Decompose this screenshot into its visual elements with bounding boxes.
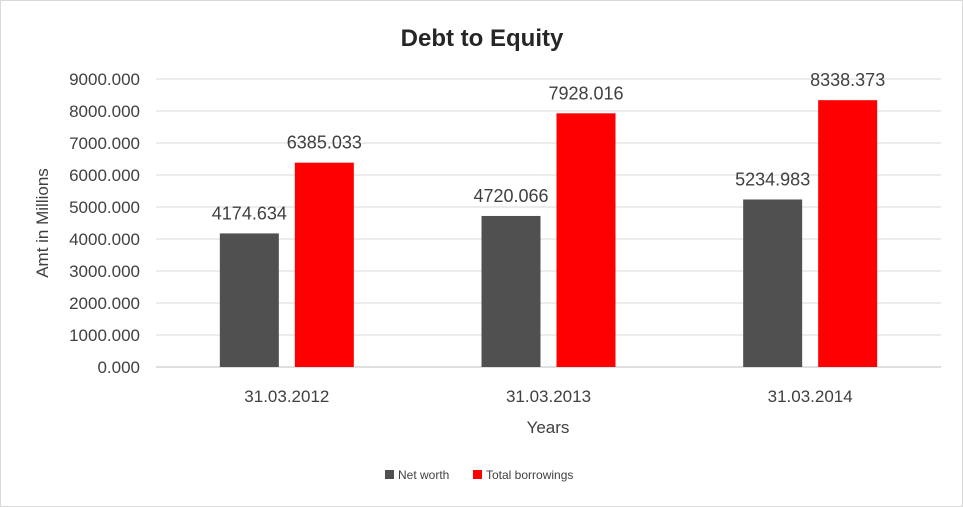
legend-swatch bbox=[473, 470, 482, 479]
y-axis-title: Amt in Millions bbox=[33, 168, 52, 278]
x-axis-title: Years bbox=[527, 418, 570, 437]
data-label: 8338.373 bbox=[810, 70, 885, 90]
bar-total-borrowings bbox=[294, 162, 354, 367]
x-category-label: 31.03.2014 bbox=[768, 387, 853, 406]
data-label: 4720.066 bbox=[473, 186, 548, 206]
data-labels: 4174.634 6385.033 4720.066 7928.016 5234.983… bbox=[212, 70, 885, 223]
legend-label: Net worth bbox=[398, 468, 449, 482]
x-category-label: 31.03.2012 bbox=[244, 387, 329, 406]
y-tick-label: 8000.000 bbox=[69, 102, 140, 121]
bar-net-worth bbox=[219, 233, 279, 367]
x-category-label: 31.03.2013 bbox=[506, 387, 591, 406]
y-tick-label: 9000.000 bbox=[69, 70, 140, 89]
chart-title: Debt to Equity bbox=[401, 25, 564, 52]
y-tick-label: 4000.000 bbox=[69, 230, 140, 249]
data-label: 6385.033 bbox=[287, 133, 362, 153]
bar-total-borrowings bbox=[818, 100, 878, 368]
y-tick-label: 7000.000 bbox=[69, 134, 140, 153]
y-tick-label: 3000.000 bbox=[69, 262, 140, 281]
gridlines bbox=[156, 78, 941, 368]
y-tick-label: 2000.000 bbox=[69, 294, 140, 313]
bar-total-borrowings bbox=[556, 113, 616, 367]
legend: Net worth Total borrowings bbox=[385, 468, 573, 482]
y-tick-label: 1000.000 bbox=[69, 326, 140, 345]
bar-net-worth bbox=[743, 199, 803, 367]
data-label: 5234.983 bbox=[735, 169, 810, 189]
x-axis-categories: 31.03.2012 31.03.2013 31.03.2014 bbox=[244, 387, 852, 406]
y-tick-label: 5000.000 bbox=[69, 198, 140, 217]
bar-net-worth bbox=[481, 215, 541, 367]
data-label: 4174.634 bbox=[212, 203, 287, 223]
y-tick-label: 6000.000 bbox=[69, 166, 140, 185]
data-label: 7928.016 bbox=[548, 83, 623, 103]
y-tick-label: 0.000 bbox=[97, 358, 140, 377]
y-axis-ticks: 0.000 1000.000 2000.000 3000.000 4000.000 500… bbox=[69, 70, 140, 377]
legend-label: Total borrowings bbox=[486, 468, 573, 482]
legend-swatch bbox=[385, 470, 394, 479]
bars bbox=[219, 100, 878, 368]
